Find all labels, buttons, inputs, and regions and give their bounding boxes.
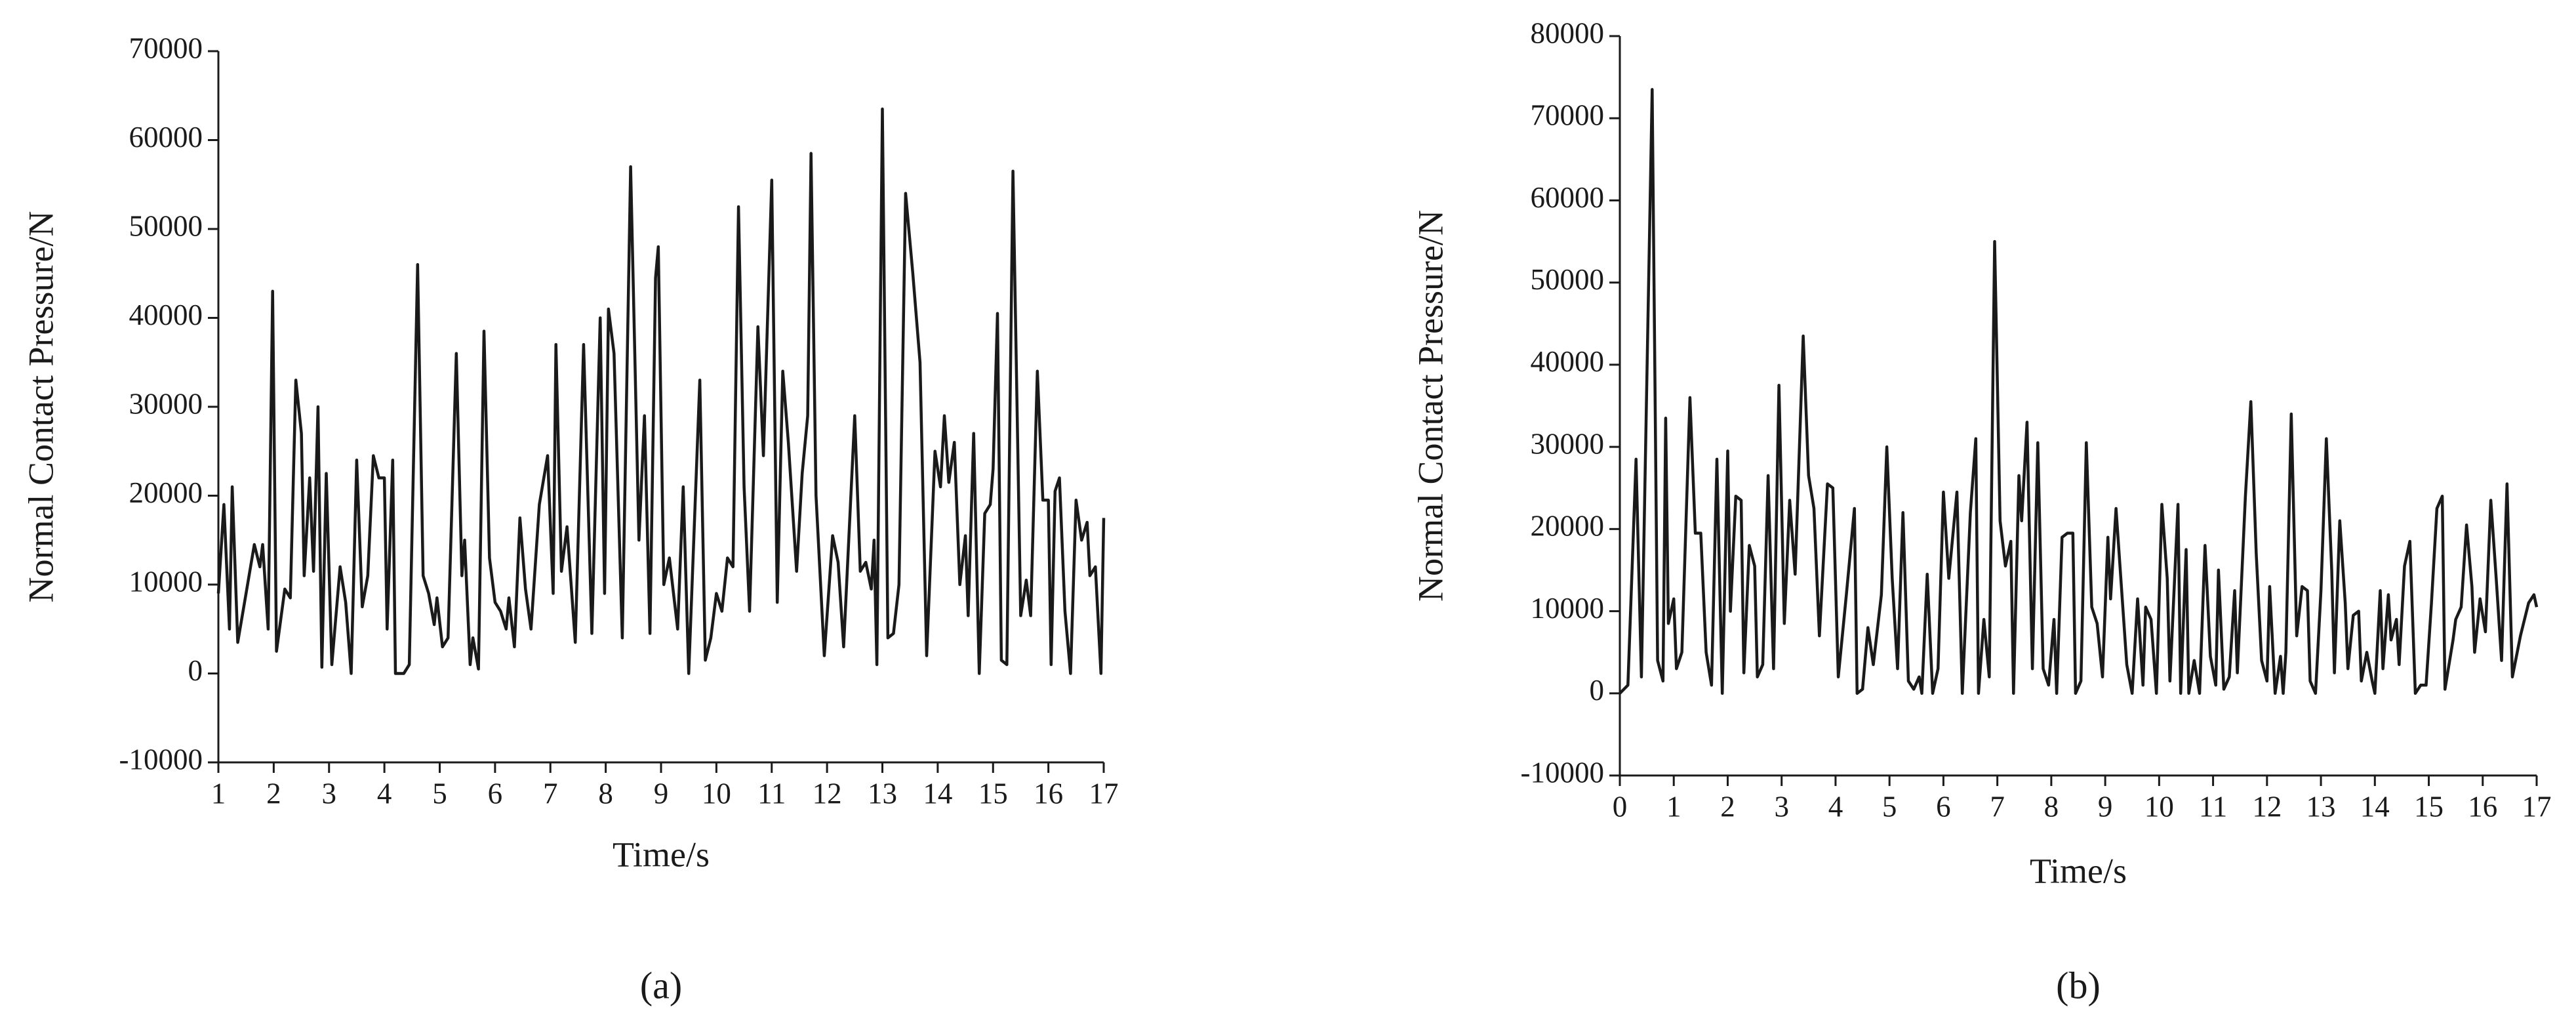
x-tick-label: 6: [488, 777, 503, 810]
x-tick-label: 12: [2252, 790, 2282, 823]
y-tick-label: 50000: [129, 209, 203, 242]
panel-label: (b): [2056, 964, 2101, 1006]
y-tick-label: 60000: [129, 121, 203, 154]
x-tick-label: 9: [2098, 790, 2113, 823]
y-tick-label: -10000: [1521, 756, 1605, 789]
x-tick-label: 15: [2414, 790, 2444, 823]
y-tick-label: 10000: [129, 565, 203, 598]
x-tick-label: 7: [543, 777, 558, 810]
x-axis-title: Time/s: [613, 835, 710, 874]
y-tick-label: 70000: [1531, 99, 1605, 132]
x-tick-label: 5: [432, 777, 447, 810]
x-tick-label: 5: [1882, 790, 1897, 823]
x-tick-label: 13: [868, 777, 897, 810]
x-tick-label: 1: [1666, 790, 1681, 823]
x-tick-label: 7: [1990, 790, 2005, 823]
x-tick-label: 17: [1089, 777, 1119, 810]
y-axis-title: Normal Contact Pressure/N: [21, 211, 60, 603]
x-tick-label: 4: [1828, 790, 1843, 823]
y-tick-label: 70000: [129, 31, 203, 64]
x-tick-label: 15: [978, 777, 1008, 810]
x-tick-label: 14: [2360, 790, 2390, 823]
y-tick-label: 10000: [1531, 592, 1605, 625]
x-tick-label: 2: [1720, 790, 1735, 823]
x-tick-label: 4: [377, 777, 392, 810]
x-tick-label: 6: [1936, 790, 1951, 823]
x-axis-title: Time/s: [2030, 851, 2127, 890]
x-tick-label: 10: [702, 777, 731, 810]
y-tick-label: 40000: [129, 299, 203, 331]
y-tick-label: -10000: [119, 743, 203, 776]
x-tick-label: 17: [2522, 790, 2552, 823]
y-tick-label: 30000: [129, 387, 203, 420]
x-tick-label: 8: [598, 777, 613, 810]
y-tick-label: 60000: [1531, 181, 1605, 214]
x-tick-label: 1: [211, 777, 226, 810]
y-tick-label: 50000: [1531, 263, 1605, 296]
y-axis-title: Normal Contact Pressure/N: [1411, 210, 1450, 602]
x-tick-label: 0: [1613, 790, 1628, 823]
x-tick-label: 12: [813, 777, 842, 810]
x-tick-label: 10: [2144, 790, 2174, 823]
x-tick-label: 8: [2044, 790, 2059, 823]
y-tick-label: 80000: [1531, 16, 1605, 49]
y-tick-label: 40000: [1531, 345, 1605, 378]
x-tick-label: 2: [266, 777, 281, 810]
x-tick-label: 16: [2468, 790, 2497, 823]
x-tick-label: 11: [2199, 790, 2227, 823]
x-tick-label: 16: [1034, 777, 1063, 810]
x-tick-label: 3: [1774, 790, 1789, 823]
data-line: [1619, 88, 2539, 695]
data-line: [216, 107, 1106, 675]
x-tick-label: 3: [322, 777, 337, 810]
y-tick-label: 30000: [1531, 427, 1605, 460]
x-tick-label: 11: [757, 777, 786, 810]
y-tick-label: 0: [188, 654, 203, 687]
y-tick-label: 20000: [1531, 510, 1605, 543]
panel-label: (a): [640, 964, 682, 1006]
x-tick-label: 13: [2306, 790, 2336, 823]
y-tick-label: 20000: [129, 476, 203, 509]
y-tick-label: 0: [1590, 674, 1605, 707]
x-tick-label: 14: [923, 777, 952, 810]
x-tick-label: 9: [654, 777, 669, 810]
